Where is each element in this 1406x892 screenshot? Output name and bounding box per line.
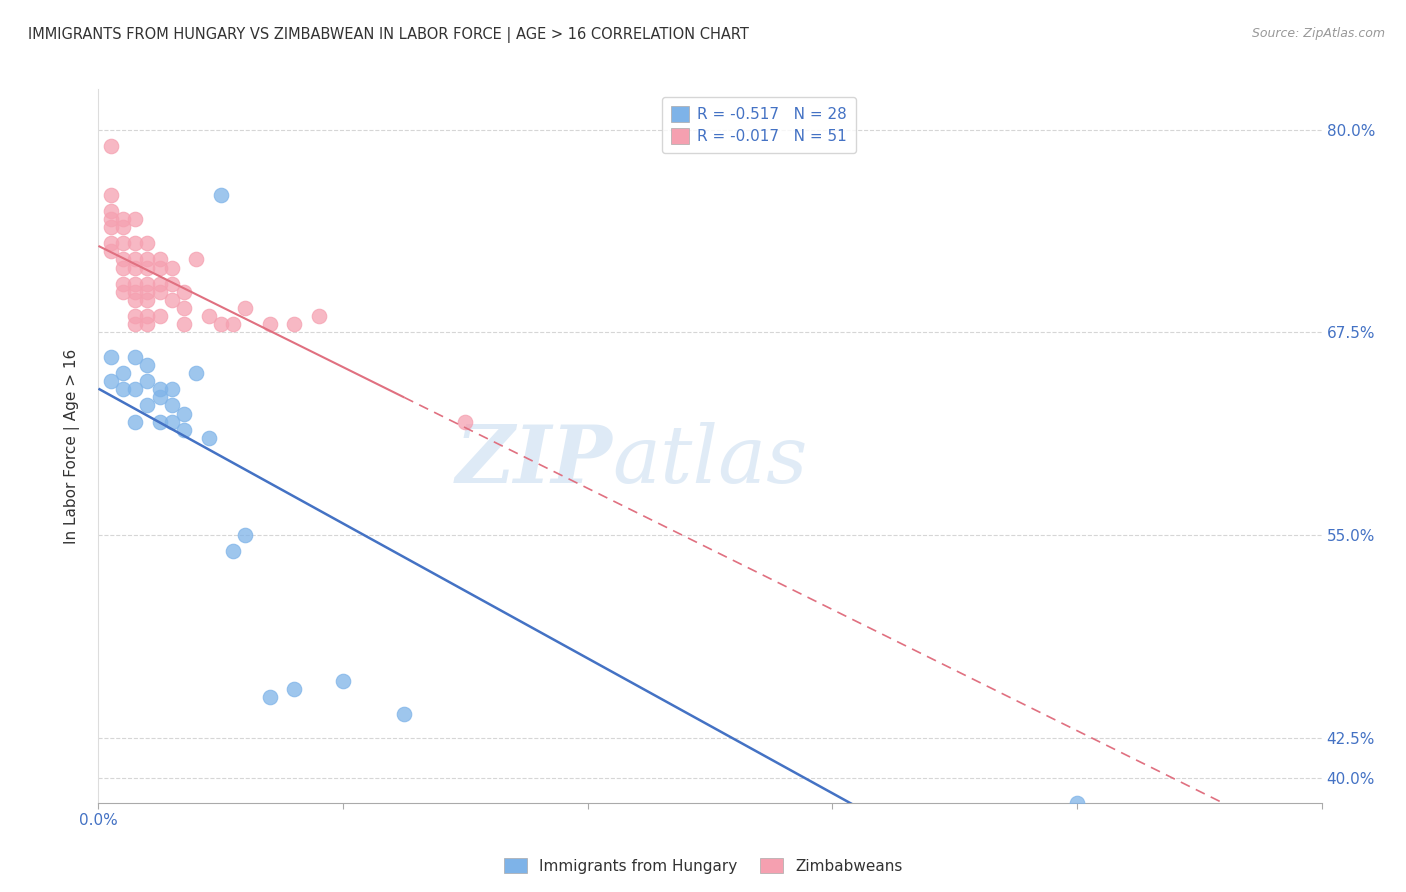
Point xyxy=(100,211,122,226)
Point xyxy=(100,350,122,364)
Point xyxy=(197,431,219,445)
Point xyxy=(100,220,122,235)
Point xyxy=(136,285,159,299)
Point xyxy=(186,252,208,267)
Point xyxy=(149,415,172,429)
Point xyxy=(136,236,159,251)
Point xyxy=(111,382,134,396)
Point xyxy=(222,544,245,558)
Point xyxy=(233,528,256,542)
Point xyxy=(136,252,159,267)
Point xyxy=(100,244,122,259)
Point xyxy=(308,310,330,324)
Point xyxy=(209,318,232,332)
Point xyxy=(160,293,183,307)
Point xyxy=(149,285,172,299)
Point xyxy=(100,374,122,388)
Point xyxy=(124,260,146,275)
Point xyxy=(100,139,122,153)
Point xyxy=(124,350,146,364)
Point xyxy=(136,399,159,413)
Point xyxy=(111,252,134,267)
Point xyxy=(124,211,146,226)
Point xyxy=(209,187,232,202)
Point xyxy=(1066,796,1088,810)
Point xyxy=(136,318,159,332)
Point xyxy=(136,310,159,324)
Point xyxy=(149,382,172,396)
Text: Source: ZipAtlas.com: Source: ZipAtlas.com xyxy=(1251,27,1385,40)
Point xyxy=(100,203,122,218)
Point xyxy=(259,690,281,705)
Point xyxy=(259,318,281,332)
Point xyxy=(173,285,195,299)
Point xyxy=(124,293,146,307)
Point xyxy=(124,277,146,291)
Point xyxy=(136,358,159,372)
Point xyxy=(149,260,172,275)
Point xyxy=(173,301,195,315)
Point xyxy=(111,277,134,291)
Point xyxy=(111,220,134,235)
Point xyxy=(136,374,159,388)
Point xyxy=(186,366,208,380)
Point xyxy=(149,390,172,404)
Point xyxy=(149,252,172,267)
Legend: Immigrants from Hungary, Zimbabweans: Immigrants from Hungary, Zimbabweans xyxy=(498,852,908,880)
Point xyxy=(124,236,146,251)
Point xyxy=(160,399,183,413)
Point xyxy=(136,277,159,291)
Point xyxy=(160,260,183,275)
Point xyxy=(173,423,195,437)
Point xyxy=(222,318,245,332)
Text: ZIP: ZIP xyxy=(456,422,612,499)
Point xyxy=(124,285,146,299)
Point xyxy=(173,318,195,332)
Point xyxy=(124,252,146,267)
Point xyxy=(149,277,172,291)
Point xyxy=(149,310,172,324)
Point xyxy=(124,415,146,429)
Point xyxy=(233,301,256,315)
Point xyxy=(160,277,183,291)
Point xyxy=(111,285,134,299)
Point xyxy=(160,415,183,429)
Point xyxy=(283,318,305,332)
Point xyxy=(392,706,416,721)
Y-axis label: In Labor Force | Age > 16: In Labor Force | Age > 16 xyxy=(63,349,80,543)
Point xyxy=(100,236,122,251)
Point xyxy=(283,682,305,697)
Point xyxy=(136,260,159,275)
Point xyxy=(111,260,134,275)
Point xyxy=(124,310,146,324)
Point xyxy=(454,415,477,429)
Point xyxy=(124,382,146,396)
Point xyxy=(111,211,134,226)
Point xyxy=(197,310,219,324)
Text: atlas: atlas xyxy=(612,422,807,499)
Point xyxy=(111,366,134,380)
Point xyxy=(332,674,354,689)
Point xyxy=(160,382,183,396)
Point xyxy=(111,236,134,251)
Point xyxy=(124,318,146,332)
Point xyxy=(173,407,195,421)
Legend: R = -0.517   N = 28, R = -0.017   N = 51: R = -0.517 N = 28, R = -0.017 N = 51 xyxy=(662,97,856,153)
Point xyxy=(136,293,159,307)
Text: IMMIGRANTS FROM HUNGARY VS ZIMBABWEAN IN LABOR FORCE | AGE > 16 CORRELATION CHAR: IMMIGRANTS FROM HUNGARY VS ZIMBABWEAN IN… xyxy=(28,27,749,43)
Point xyxy=(100,187,122,202)
